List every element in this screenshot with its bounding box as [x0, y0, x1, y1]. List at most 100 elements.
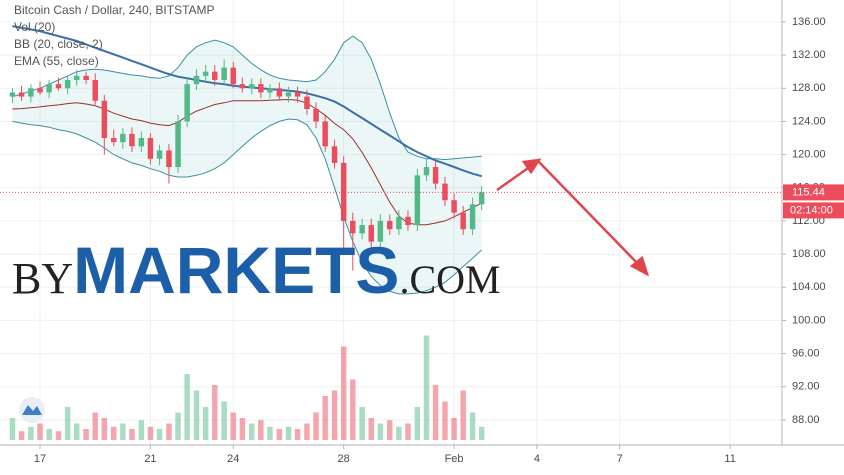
- candle-body: [129, 133, 135, 147]
- volume-bar: [129, 429, 135, 440]
- candle-body: [331, 146, 338, 163]
- candle-body: [110, 138, 117, 143]
- watermark-markets: MARKETS: [73, 233, 399, 307]
- candle-body: [184, 84, 190, 122]
- candle-body: [423, 167, 430, 176]
- volume-bar: [193, 390, 200, 440]
- candle-body: [249, 84, 255, 89]
- candle-body: [469, 204, 476, 230]
- x-tick-label: 7: [617, 453, 623, 465]
- band-basis: [12, 98, 482, 226]
- candle-body: [451, 200, 457, 213]
- volume-bar: [166, 423, 172, 440]
- arrow-head: [629, 255, 650, 277]
- candle-body: [193, 75, 200, 85]
- volume-bar: [110, 426, 117, 440]
- volume-bar: [202, 407, 209, 440]
- legend-volume: Vol (20): [14, 20, 55, 34]
- volume-bar: [350, 379, 356, 440]
- candle-body: [368, 225, 374, 242]
- volume-bar: [258, 420, 264, 440]
- volume-bar: [147, 426, 154, 440]
- volume-bar: [460, 390, 466, 440]
- volume-bar: [64, 407, 71, 440]
- candle-body: [101, 100, 108, 139]
- volume-bar: [423, 335, 430, 440]
- countdown-box: [783, 202, 844, 219]
- candle-body: [166, 150, 172, 168]
- volume-bar: [432, 385, 439, 440]
- candle-body: [175, 121, 181, 168]
- candle-body: [74, 75, 80, 80]
- forecast-arrows: [496, 158, 650, 277]
- volume-bar: [37, 423, 43, 440]
- volume-bar: [451, 418, 457, 440]
- volume-bar: [184, 374, 190, 440]
- candle-body: [432, 167, 439, 184]
- volume-bar: [156, 429, 163, 440]
- candle-body: [359, 225, 365, 234]
- ema-line: [12, 25, 482, 178]
- volume-bar: [387, 420, 393, 440]
- x-tick-label: 24: [227, 453, 239, 465]
- legend-ema: EMA (55, close): [14, 54, 99, 68]
- volume-bar: [267, 426, 273, 440]
- candles-layer: [9, 59, 485, 271]
- volume-bar: [55, 431, 62, 440]
- candle-body: [92, 79, 98, 101]
- volume-bar: [101, 418, 108, 440]
- arrow-down: [538, 161, 641, 267]
- volume-bar: [313, 412, 319, 440]
- candle-body: [120, 133, 126, 143]
- volume-bar: [249, 423, 255, 440]
- volume-bar: [18, 431, 25, 440]
- candle-body: [294, 92, 301, 97]
- tv-logo: [19, 397, 45, 423]
- volume-bar: [405, 423, 411, 440]
- legend-title: Bitcoin Cash / Dollar, 240, BITSTAMP: [14, 3, 215, 17]
- volume-bar: [276, 429, 283, 440]
- volume-layer: [9, 335, 485, 440]
- volume-bar: [9, 418, 16, 440]
- candle-body: [46, 84, 52, 93]
- volume-bar: [294, 429, 301, 440]
- volume-bar: [221, 401, 227, 440]
- volume-bar: [92, 412, 98, 440]
- y-tick-label: 136.00: [792, 16, 826, 28]
- watermark: BYMARKETS.COM: [12, 233, 501, 307]
- legend: Bitcoin Cash / Dollar, 240, BITSTAMP Vol…: [14, 3, 215, 68]
- candle-body: [478, 192, 485, 205]
- candle-body: [212, 71, 218, 80]
- watermark-com: .COM: [399, 257, 500, 302]
- candle-body: [267, 88, 273, 93]
- candle-body: [202, 71, 209, 76]
- last-price-box: [783, 184, 844, 201]
- volume-bar: [304, 423, 310, 440]
- volume-bar: [74, 423, 80, 440]
- logo-mark: [22, 405, 42, 415]
- watermark-by: BY: [12, 254, 73, 303]
- candle-body: [37, 88, 43, 93]
- y-tick-label: 100.00: [792, 314, 826, 326]
- arrow-up: [496, 164, 532, 192]
- volume-bar: [340, 346, 347, 440]
- candle-body: [377, 220, 384, 242]
- volume-bar: [230, 412, 236, 440]
- volume-bar: [469, 412, 476, 440]
- volume-bar: [83, 429, 89, 440]
- x-tick-label: 28: [338, 453, 350, 465]
- candle-body: [405, 216, 411, 226]
- candle-body: [138, 138, 145, 147]
- candle-body: [221, 67, 227, 80]
- legend-bands: BB (20, close, 2): [14, 37, 103, 51]
- candle-body: [55, 84, 62, 89]
- grid: [0, 0, 782, 445]
- y-tick-label: 104.00: [792, 281, 826, 293]
- y-tick-label: 96.00: [792, 347, 820, 359]
- candle-body: [9, 92, 16, 97]
- axes-layer: 88.0092.0096.00100.00104.00108.00112.001…: [0, 0, 844, 465]
- x-tick-label: 21: [144, 453, 156, 465]
- candle-body: [18, 92, 25, 97]
- volume-bar: [322, 396, 328, 440]
- volume-bar: [46, 429, 52, 440]
